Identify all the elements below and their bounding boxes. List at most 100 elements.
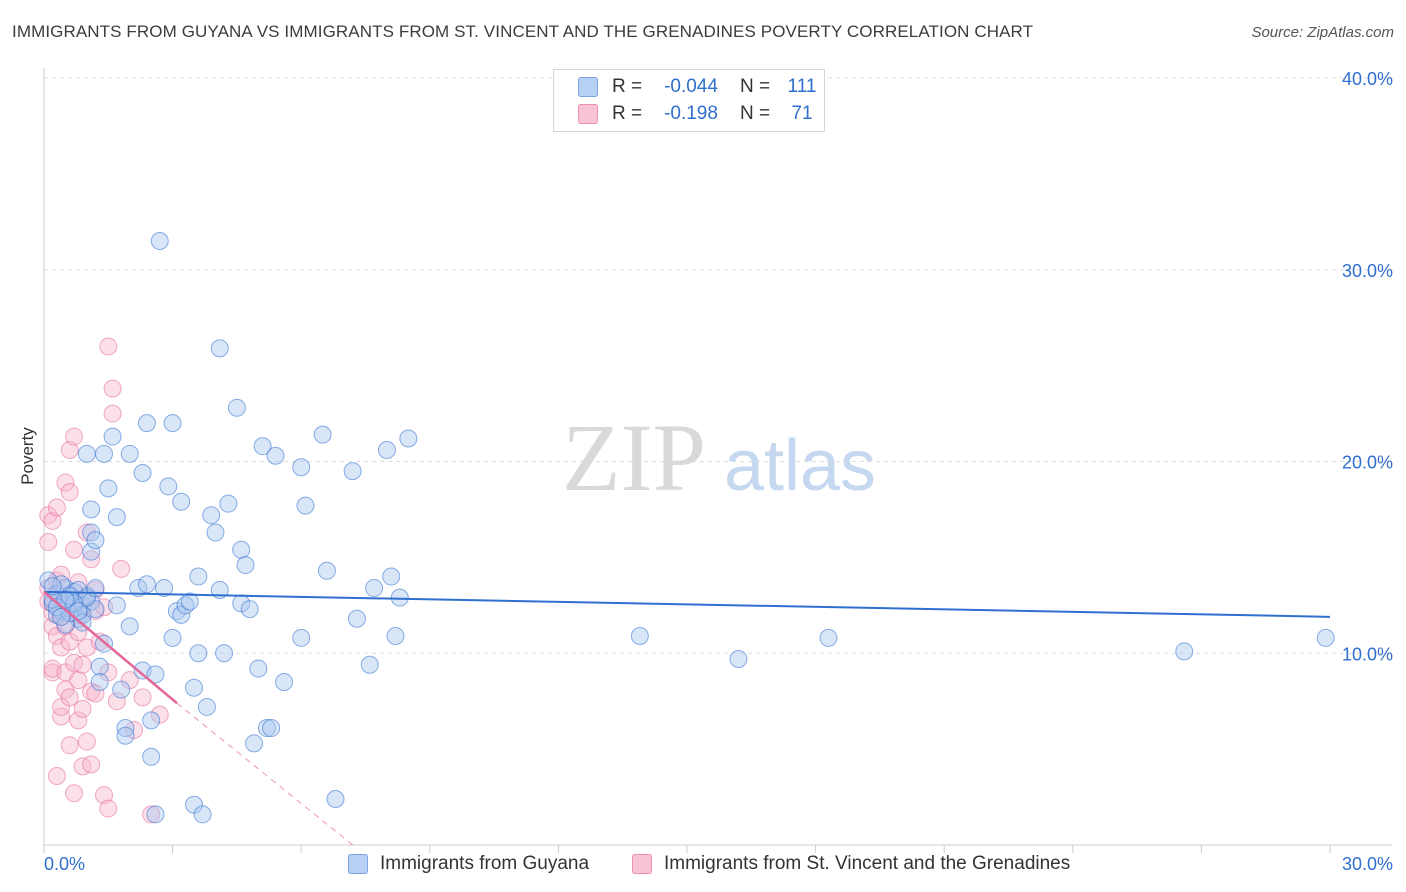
chart-source: Source: ZipAtlas.com: [1251, 24, 1394, 41]
point-st-vincent: [82, 550, 101, 569]
point-guyana: [120, 617, 139, 636]
point-guyana: [365, 579, 384, 598]
legend-row-guyana: R = -0.044 N = 111: [578, 75, 822, 99]
point-guyana: [253, 437, 272, 456]
point-guyana: [292, 458, 311, 477]
point-guyana: [326, 789, 345, 808]
point-st-vincent: [65, 540, 84, 559]
point-st-vincent: [82, 755, 101, 774]
point-guyana: [729, 650, 748, 669]
point-guyana: [172, 492, 191, 511]
point-guyana: [133, 464, 152, 483]
point-guyana: [137, 414, 156, 433]
point-st-vincent: [39, 533, 58, 552]
y-tick-label: 40.0%: [1342, 69, 1393, 89]
legend-r-label: R =: [612, 103, 643, 124]
point-guyana: [382, 567, 401, 586]
point-guyana: [193, 805, 212, 824]
point-guyana: [137, 575, 156, 594]
bottom-legend-guyana: Immigrants from Guyana: [348, 852, 589, 876]
bottom-legend-label: Immigrants from Guyana: [380, 853, 590, 874]
point-st-vincent: [99, 337, 118, 356]
point-st-vincent: [60, 688, 79, 707]
x-tick-label: 0.0%: [44, 854, 85, 874]
point-guyana: [206, 523, 225, 542]
point-guyana: [99, 479, 118, 498]
point-guyana: [275, 673, 294, 692]
point-st-vincent: [52, 707, 71, 726]
point-st-vincent: [65, 784, 84, 803]
point-guyana: [262, 719, 281, 738]
point-st-vincent: [60, 440, 79, 459]
point-guyana: [210, 339, 229, 358]
legend-row-st-vincent: R = -0.198 N = 71: [578, 102, 822, 126]
point-guyana: [107, 596, 126, 615]
point-st-vincent: [60, 483, 79, 502]
point-guyana: [146, 805, 165, 824]
point-guyana: [292, 628, 311, 647]
point-guyana: [142, 711, 161, 730]
point-guyana: [185, 678, 204, 697]
watermark: ZIP atlas: [562, 404, 876, 511]
point-guyana: [159, 477, 178, 496]
point-guyana: [107, 508, 126, 527]
point-guyana: [116, 719, 135, 738]
axes: [43, 68, 1392, 853]
legend-r-value: -0.044: [664, 76, 718, 97]
point-st-vincent: [107, 692, 126, 711]
point-guyana: [129, 579, 148, 598]
point-st-vincent: [99, 799, 118, 818]
point-guyana: [360, 655, 379, 674]
point-guyana: [819, 628, 838, 647]
point-guyana: [219, 494, 238, 513]
legend-swatch-blue: [578, 77, 598, 97]
chart-title: IMMIGRANTS FROM GUYANA VS IMMIGRANTS FRO…: [12, 22, 1034, 41]
point-guyana: [43, 577, 62, 596]
point-st-vincent: [142, 805, 161, 824]
point-guyana: [343, 462, 362, 481]
point-guyana: [240, 600, 259, 619]
point-guyana: [155, 579, 174, 598]
bottom-legend-st-vincent: Immigrants from St. Vincent and the Gren…: [632, 852, 1070, 876]
legend-r-value: -0.198: [664, 103, 718, 124]
point-guyana: [257, 719, 276, 738]
point-guyana: [232, 540, 251, 559]
x-tick-label: 30.0%: [1342, 854, 1393, 874]
point-st-vincent: [69, 711, 88, 730]
point-guyana: [163, 628, 182, 647]
legend-swatch-pink: [578, 104, 598, 124]
point-st-vincent: [65, 427, 84, 446]
point-guyana: [377, 440, 396, 459]
trend-line-guyana: [43, 590, 1331, 618]
point-guyana: [163, 414, 182, 433]
watermark-zip: ZIP: [562, 404, 706, 511]
point-guyana: [189, 644, 208, 663]
point-guyana: [82, 542, 101, 561]
point-guyana: [82, 500, 101, 519]
y-tick-label: 30.0%: [1342, 261, 1393, 281]
watermark-atlas: atlas: [724, 426, 876, 506]
point-st-vincent: [43, 511, 62, 530]
point-guyana: [202, 506, 221, 525]
point-guyana: [90, 673, 109, 692]
point-guyana: [189, 567, 208, 586]
point-guyana: [90, 657, 109, 676]
point-guyana: [1316, 628, 1335, 647]
point-guyana: [266, 446, 285, 465]
point-guyana: [399, 429, 418, 448]
y-tick-label: 10.0%: [1342, 644, 1393, 664]
point-guyana: [86, 531, 105, 550]
point-st-vincent: [95, 786, 114, 805]
point-st-vincent: [47, 766, 66, 785]
trend-line-st-vincent-extension: [176, 702, 353, 846]
y-tick-label: 20.0%: [1342, 453, 1393, 473]
bottom-legend-swatch-pink: [632, 854, 652, 874]
point-st-vincent: [150, 705, 169, 724]
point-guyana: [180, 592, 199, 611]
point-guyana: [52, 607, 71, 626]
point-guyana: [245, 734, 264, 753]
trend-line-st-vincent: [43, 590, 178, 705]
point-guyana: [146, 665, 165, 684]
point-guyana: [386, 626, 405, 645]
